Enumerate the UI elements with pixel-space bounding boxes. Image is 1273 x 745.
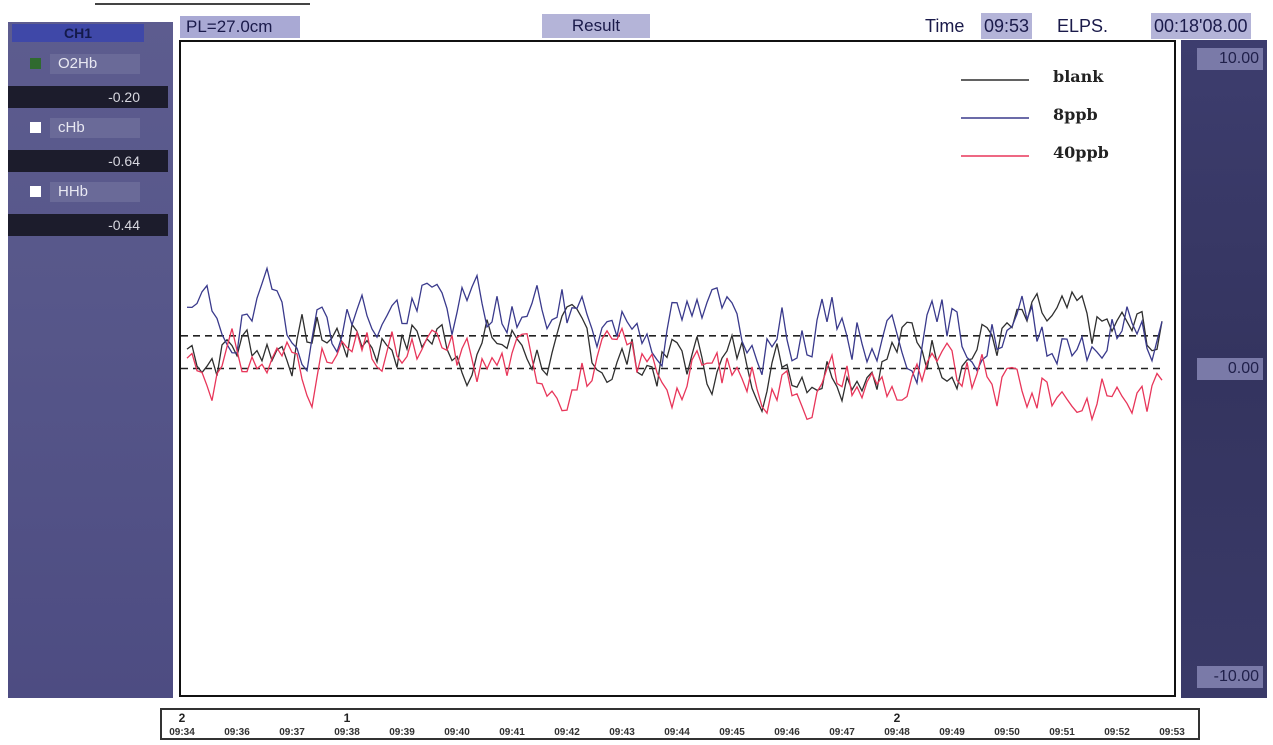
elapsed-label: ELPS. [1057, 16, 1109, 36]
series-line-40ppb [186, 326, 1163, 422]
channel-value-chb: -0.64 [8, 150, 168, 172]
time-tick-label: 09:39 [389, 727, 415, 738]
time-tick-label: 09:51 [1049, 727, 1075, 738]
time-tick-label: 09:52 [1104, 727, 1130, 738]
channel-name-hhb: HHb [50, 182, 140, 202]
channel-item-hhb[interactable]: HHb [8, 180, 173, 204]
time-tick-label: 09:43 [609, 727, 635, 738]
time-tick-label: 09:42 [554, 727, 580, 738]
time-label: Time [925, 16, 965, 36]
scale-panel: 10.00 0.00 -10.00 [1181, 40, 1267, 698]
legend-label-40ppb: 40ppb [1053, 143, 1109, 162]
legend-label-blank: blank [1053, 67, 1104, 86]
elapsed-value: 00:18'08.00 [1151, 13, 1251, 39]
time-tick-label: 09:49 [939, 727, 965, 738]
top-rule [95, 3, 310, 5]
time-tick-label: 09:37 [279, 727, 305, 738]
event-marker: 2 [893, 711, 901, 725]
channel-header[interactable]: CH1 [12, 24, 144, 42]
legend-label-8ppb: 8ppb [1053, 105, 1098, 124]
scale-mid-label[interactable]: 0.00 [1197, 358, 1263, 380]
time-tick-label: 09:44 [664, 727, 690, 738]
channel-item-chb[interactable]: cHb [8, 116, 173, 140]
scale-bottom-label[interactable]: -10.00 [1197, 666, 1263, 688]
channel-name-o2hb: O2Hb [50, 54, 140, 74]
time-tick-label: 09:34 [169, 727, 195, 738]
series-line-8ppb [186, 266, 1163, 386]
series-line-blank [186, 290, 1163, 414]
time-tick-label: 09:36 [224, 727, 250, 738]
channel-panel: CH1 O2Hb -0.20 cHb -0.64 HHb -0.44 [8, 22, 173, 698]
channel-item-o2hb[interactable]: O2Hb [8, 52, 173, 76]
time-tick-label: 09:47 [829, 727, 855, 738]
time-value: 09:53 [981, 13, 1033, 39]
channel-value-o2hb: -0.20 [8, 86, 168, 108]
channel-name-chb: cHb [50, 118, 140, 138]
time-tick-label: 09:40 [444, 727, 470, 738]
time-tick-label: 09:46 [774, 727, 800, 738]
hhb-color-swatch[interactable] [30, 186, 41, 197]
time-tick-label: 09:50 [994, 727, 1020, 738]
chb-color-swatch[interactable] [30, 122, 41, 133]
channel-value-hhb: -0.44 [8, 214, 168, 236]
time-tick-label: 09:38 [334, 727, 360, 738]
time-axis: 09:34 09:36 09:37 09:38 09:39 09:40 09:41 09:42… [160, 708, 1200, 740]
result-mode-button[interactable]: Result [542, 14, 650, 38]
time-tick-label: 09:48 [884, 727, 910, 738]
o2hb-color-swatch[interactable] [30, 58, 41, 69]
signal-chart: blank 8ppb 40ppb [181, 67, 1164, 422]
event-marker: 2 [178, 711, 186, 725]
time-tick-label: 09:41 [499, 727, 525, 738]
event-marker: 1 [343, 711, 351, 725]
time-tick-label: 09:53 [1159, 727, 1185, 738]
scale-top-label[interactable]: 10.00 [1197, 48, 1263, 70]
path-length-label: PL=27.0cm [180, 16, 300, 38]
time-tick-label: 09:45 [719, 727, 745, 738]
